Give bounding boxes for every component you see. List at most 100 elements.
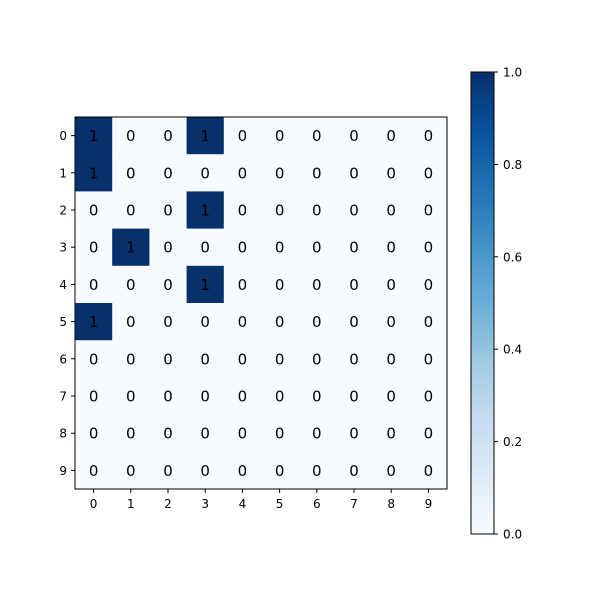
heatmap-cell	[149, 228, 188, 267]
y-tick-label: 7	[59, 390, 67, 404]
heatmap-cell	[335, 340, 374, 378]
heatmap-cell	[335, 377, 374, 416]
heatmap-cell	[261, 303, 299, 341]
cell-value-label: 0	[238, 164, 248, 182]
cell-value-label: 0	[312, 388, 322, 406]
cell-value-label: 0	[424, 350, 434, 368]
heatmap-cell	[75, 303, 113, 341]
heatmap-cell	[261, 228, 299, 267]
cell-value-label: 0	[349, 350, 359, 368]
cell-value-label: 0	[126, 127, 136, 145]
heatmap-cell	[409, 154, 448, 192]
cell-value-label: 0	[238, 276, 248, 294]
heatmap-cell	[75, 191, 113, 230]
heatmap-cell	[335, 265, 374, 304]
heatmap-cell	[75, 451, 113, 490]
cell-value-label: 0	[349, 425, 359, 443]
heatmap-cell	[335, 303, 374, 341]
cell-value-label: 0	[386, 313, 396, 331]
cell-value-label: 0	[424, 425, 434, 443]
heatmap-cell	[186, 191, 225, 230]
heatmap-cell	[223, 340, 262, 378]
cell-value-label: 0	[200, 313, 210, 331]
heatmap-cell	[372, 377, 411, 416]
cell-value-label: 0	[386, 425, 396, 443]
heatmap-cell	[409, 451, 448, 490]
y-tick-label: 0	[59, 129, 67, 143]
cell-value-label: 0	[424, 388, 434, 406]
heatmap-cell	[298, 414, 336, 453]
x-tick-label: 8	[387, 497, 395, 511]
heatmap-cell	[261, 377, 299, 416]
x-tick-label: 6	[313, 497, 321, 511]
heatmap-cell	[112, 377, 150, 416]
heatmap-cell	[149, 154, 188, 192]
heatmap-cell	[112, 228, 150, 267]
heatmap-cell	[112, 414, 150, 453]
cell-value-label: 0	[238, 313, 248, 331]
cell-value-label: 1	[200, 202, 210, 220]
cell-value-label: 0	[275, 164, 285, 182]
heatmap-cell	[112, 191, 150, 230]
heatmap-cell	[75, 228, 113, 267]
cell-value-label: 0	[238, 388, 248, 406]
y-tick-label: 2	[59, 204, 67, 218]
cell-value-label: 0	[424, 164, 434, 182]
heatmap-cell	[149, 377, 188, 416]
cell-value-label: 0	[275, 388, 285, 406]
cell-value-label: 0	[386, 127, 396, 145]
cell-value-label: 0	[200, 462, 210, 480]
colorbar-tick-label: 0.2	[503, 435, 522, 449]
cell-value-label: 0	[386, 350, 396, 368]
cell-value-label: 0	[312, 127, 322, 145]
cell-value-label: 0	[89, 425, 99, 443]
heatmap-cell	[261, 265, 299, 304]
cell-value-label: 0	[424, 127, 434, 145]
heatmap-cell	[149, 265, 188, 304]
cell-value-label: 0	[349, 313, 359, 331]
colorbar-tick-label: 0.0	[503, 528, 522, 542]
cell-value-label: 0	[126, 202, 136, 220]
x-tick-label: 0	[90, 497, 98, 511]
heatmap-cell	[149, 191, 188, 230]
cell-value-label: 1	[89, 164, 99, 182]
cell-value-label: 0	[275, 127, 285, 145]
heatmap-cell	[372, 117, 411, 155]
y-tick-label: 3	[59, 241, 67, 255]
cell-value-label: 0	[163, 425, 173, 443]
cell-value-label: 1	[89, 313, 99, 331]
heatmap-cell	[223, 265, 262, 304]
y-tick-label: 9	[59, 464, 67, 478]
cell-value-label: 0	[349, 202, 359, 220]
heatmap-cell	[372, 414, 411, 453]
colorbar-tick-label: 0.6	[503, 250, 522, 264]
heatmap-cell	[223, 191, 262, 230]
heatmap-cell	[186, 117, 225, 155]
cell-value-label: 0	[275, 276, 285, 294]
heatmap-cell	[186, 303, 225, 341]
colorbar-tick-label: 0.8	[503, 158, 522, 172]
x-tick-label: 7	[350, 497, 358, 511]
heatmap-cell	[149, 451, 188, 490]
cell-value-label: 0	[163, 239, 173, 257]
cell-value-label: 0	[126, 313, 136, 331]
heatmap-cell	[335, 451, 374, 490]
cell-value-label: 0	[386, 202, 396, 220]
heatmap-cell	[372, 265, 411, 304]
heatmap-cell	[298, 117, 336, 155]
heatmap-cell	[186, 265, 225, 304]
colorbar-tick-label: 1.0	[503, 66, 522, 80]
cell-value-label: 0	[275, 202, 285, 220]
cell-value-label: 0	[349, 462, 359, 480]
x-tick-label: 9	[425, 497, 433, 511]
cell-value-label: 0	[238, 202, 248, 220]
heatmap-cell	[372, 340, 411, 378]
colorbar-tick-label: 0.4	[503, 343, 522, 357]
heatmap-cell	[261, 451, 299, 490]
y-tick-label: 4	[59, 278, 67, 292]
cell-value-label: 0	[386, 164, 396, 182]
cell-value-label: 0	[424, 239, 434, 257]
cell-value-label: 0	[126, 388, 136, 406]
